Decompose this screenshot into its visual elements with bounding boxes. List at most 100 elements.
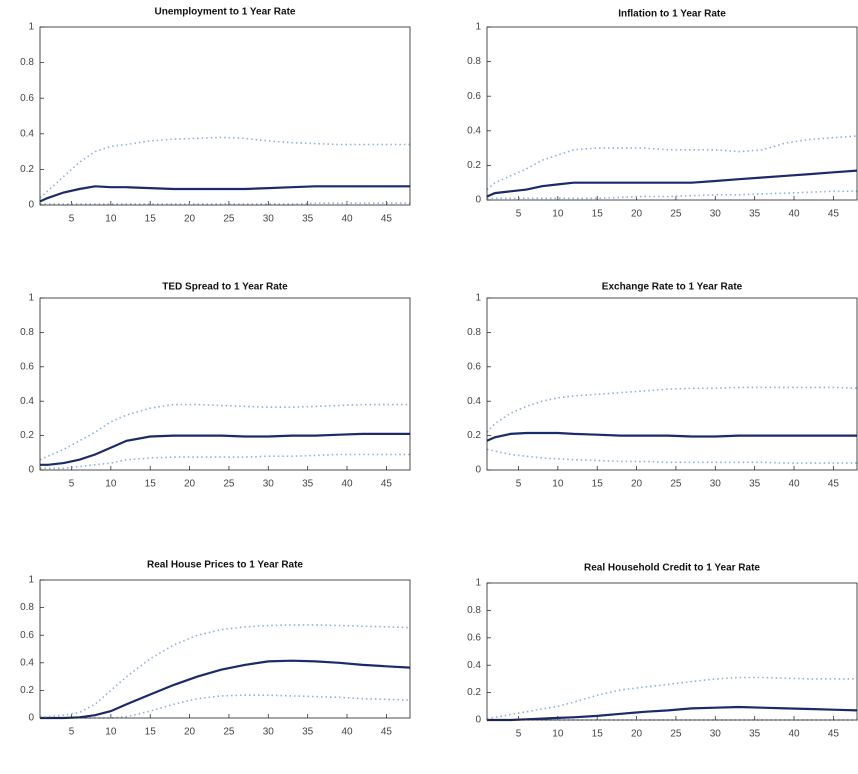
y-tick-label: 0.2 <box>467 687 481 698</box>
band-line <box>486 676 857 720</box>
x-tick-label: 30 <box>710 729 722 740</box>
x-tick-label: 5 <box>69 479 75 490</box>
x-tick-label: 25 <box>223 214 235 225</box>
y-tick-label: 0.6 <box>467 632 481 643</box>
plot-frame <box>486 582 858 721</box>
x-tick-label: 20 <box>631 479 643 490</box>
y-tick-label: 1 <box>475 578 481 589</box>
x-tick-label: 5 <box>69 727 75 738</box>
band-line <box>486 448 857 464</box>
y-tick-label: 0 <box>28 713 34 724</box>
x-tick-label: 10 <box>552 479 564 490</box>
y-tick-label: 0 <box>28 465 34 476</box>
median-line <box>40 659 411 720</box>
band-line <box>486 386 858 433</box>
y-tick-label: 0.4 <box>20 396 34 407</box>
plot-area <box>487 583 857 720</box>
x-tick-label: 20 <box>184 727 196 738</box>
x-tick-label: 25 <box>223 479 235 490</box>
plot-frame <box>39 26 411 206</box>
y-tick-label: 1 <box>28 575 34 586</box>
x-tick-label: 45 <box>828 209 840 220</box>
x-tick-label: 45 <box>381 727 393 738</box>
x-tick-label: 40 <box>788 209 800 220</box>
x-tick-label: 15 <box>592 479 604 490</box>
x-tick-label: 10 <box>105 727 117 738</box>
x-tick-label: 10 <box>105 214 117 225</box>
y-tick-label: 1 <box>28 293 34 304</box>
x-tick-label: 15 <box>592 729 604 740</box>
x-tick-label: 10 <box>105 479 117 490</box>
plot-area <box>40 298 410 470</box>
x-tick-label: 25 <box>670 729 682 740</box>
y-tick-label: 0.8 <box>467 605 481 616</box>
y-tick-label: 0 <box>475 715 481 726</box>
plot-frame <box>486 297 858 471</box>
plot-frame <box>39 297 411 471</box>
y-tick-label: 1 <box>28 22 34 33</box>
chart-title: Inflation to 1 Year Rate <box>618 9 726 20</box>
x-tick-label: 45 <box>828 729 840 740</box>
y-tick-label: 1 <box>475 22 481 33</box>
y-tick-label: 0.8 <box>467 327 481 338</box>
y-tick-label: 0.6 <box>20 630 34 641</box>
x-tick-label: 25 <box>223 727 235 738</box>
y-tick-label: 0 <box>28 200 34 211</box>
y-tick-label: 1 <box>475 293 481 304</box>
chart-title: Real Household Credit to 1 Year Rate <box>584 563 760 574</box>
x-tick-label: 30 <box>263 214 275 225</box>
y-tick-label: 0.8 <box>467 56 481 67</box>
plot-area <box>487 298 857 470</box>
y-tick-label: 0.6 <box>467 361 481 372</box>
y-tick-label: 0.2 <box>20 430 34 441</box>
median-line <box>487 705 858 722</box>
x-tick-label: 40 <box>341 479 353 490</box>
band-line <box>40 453 410 470</box>
median-line <box>39 185 410 203</box>
y-tick-label: 0.4 <box>467 660 481 671</box>
band-line <box>39 403 410 461</box>
x-tick-label: 15 <box>592 209 604 220</box>
y-tick-label: 0.8 <box>20 57 34 68</box>
x-tick-label: 5 <box>516 729 522 740</box>
y-tick-label: 0.2 <box>20 164 34 175</box>
chart-title: Real House Prices to 1 Year Rate <box>147 560 303 571</box>
chart-title: Exchange Rate to 1 Year Rate <box>602 282 743 293</box>
x-tick-label: 40 <box>341 727 353 738</box>
x-tick-label: 10 <box>552 209 564 220</box>
y-tick-label: 0.6 <box>20 361 34 372</box>
x-tick-label: 30 <box>710 479 722 490</box>
x-tick-label: 35 <box>302 214 314 225</box>
plot-frame <box>39 579 411 719</box>
chart-title: Unemployment to 1 Year Rate <box>155 7 296 18</box>
x-tick-label: 15 <box>145 727 157 738</box>
x-tick-label: 30 <box>710 209 722 220</box>
x-tick-label: 40 <box>341 214 353 225</box>
x-tick-label: 20 <box>631 209 643 220</box>
y-tick-label: 0.4 <box>467 125 481 136</box>
x-tick-label: 20 <box>184 214 196 225</box>
x-tick-label: 35 <box>302 727 314 738</box>
median-line <box>486 169 858 198</box>
plot-frame <box>486 26 858 201</box>
y-tick-label: 0.8 <box>20 327 34 338</box>
x-tick-label: 15 <box>145 479 157 490</box>
x-tick-label: 25 <box>670 479 682 490</box>
x-tick-label: 40 <box>788 479 800 490</box>
y-tick-label: 0.6 <box>467 91 481 102</box>
x-tick-label: 35 <box>749 729 761 740</box>
band-line <box>40 694 411 719</box>
y-tick-label: 0.4 <box>20 657 34 668</box>
x-tick-label: 40 <box>788 729 800 740</box>
y-tick-label: 0 <box>475 465 481 476</box>
x-tick-label: 5 <box>516 209 522 220</box>
x-tick-label: 25 <box>670 209 682 220</box>
x-tick-label: 5 <box>516 479 522 490</box>
median-line <box>486 431 857 442</box>
x-tick-label: 35 <box>749 209 761 220</box>
band-line <box>39 136 410 199</box>
y-tick-label: 0.6 <box>20 93 34 104</box>
x-tick-label: 20 <box>631 729 643 740</box>
plot-area <box>40 27 410 205</box>
